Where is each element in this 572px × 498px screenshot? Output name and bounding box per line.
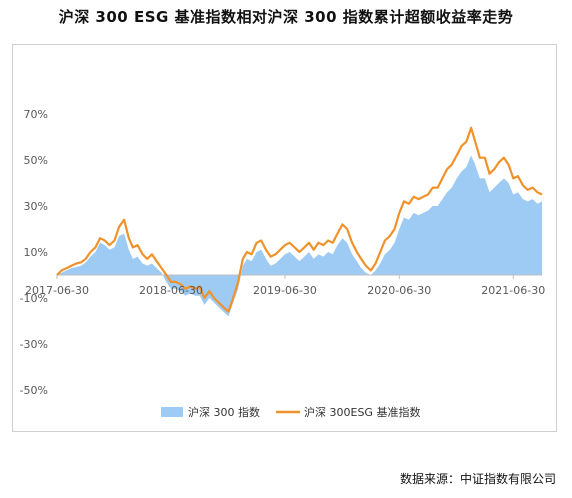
y-tick-label: 10% xyxy=(24,246,48,259)
y-tick-label: -30% xyxy=(20,338,48,351)
x-tick-label: 2018-06-30 xyxy=(139,284,203,297)
legend-swatch-hs300 xyxy=(161,407,183,417)
chart-title: 沪深 300 ESG 基准指数相对沪深 300 指数累计超额收益率走势 xyxy=(58,8,514,26)
data-source-note: 数据来源：中证指数有限公司 xyxy=(399,472,556,486)
x-tick-label: 2019-06-30 xyxy=(253,284,317,297)
y-tick-label: 50% xyxy=(24,154,48,167)
legend-label-hs300: 沪深 300 指数 xyxy=(188,405,260,419)
x-tick-label: 2021-06-30 xyxy=(481,284,545,297)
x-tick-label: 2020-06-30 xyxy=(367,284,431,297)
y-tick-label: -10% xyxy=(20,292,48,305)
y-tick-label: -50% xyxy=(20,384,48,397)
legend-label-esg: 沪深 300ESG 基准指数 xyxy=(304,405,420,419)
series-line-esg xyxy=(56,126,543,313)
y-tick-label: 30% xyxy=(24,200,48,213)
x-tick-label: 2017-06-30 xyxy=(25,284,89,297)
series-area-hs300 xyxy=(57,155,542,317)
y-tick-label: 70% xyxy=(24,108,48,121)
